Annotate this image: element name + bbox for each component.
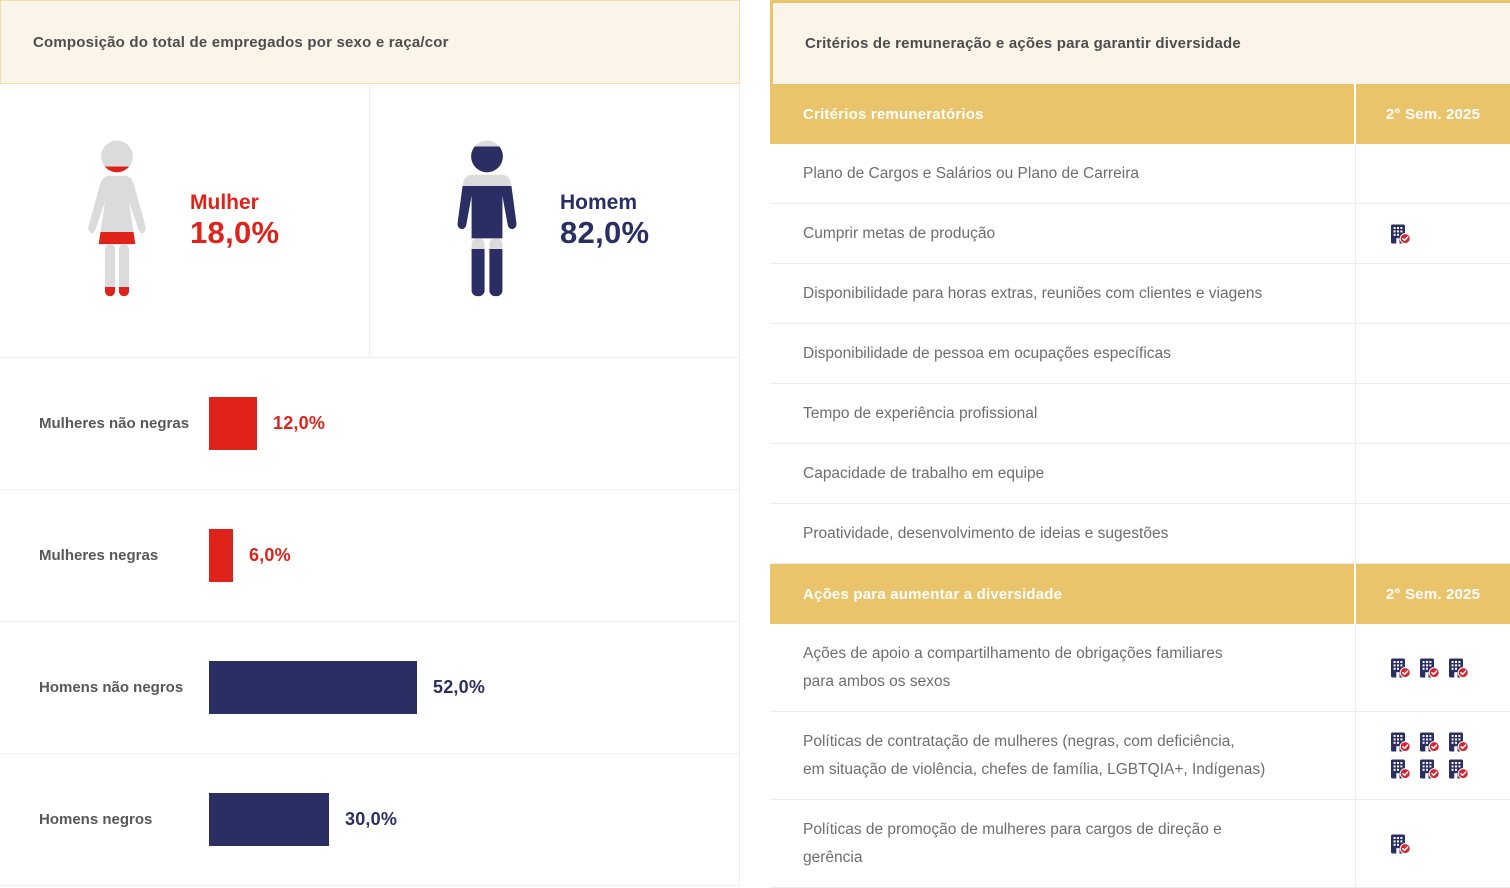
female-value: 18,0% (190, 214, 280, 250)
building-check-icon (1420, 759, 1440, 779)
row-status-cell (1356, 712, 1510, 799)
table-row: Tempo de experiência profissional (770, 384, 1510, 444)
left-panel-body: Mulher 18,0% H (0, 84, 740, 886)
female-person-icon (88, 140, 146, 296)
right-panel-title: Critérios de remuneração e ações para ga… (805, 35, 1241, 52)
building-check-icon (1391, 834, 1411, 854)
row-status-cell (1356, 324, 1510, 383)
female-stat: Mulher 18,0% (190, 191, 279, 251)
male-stat: Homem 82,0% (560, 191, 649, 251)
table-row: Disponibilidade de pessoa em ocupações e… (770, 324, 1510, 384)
row-label: Proatividade, desenvolvimento de ideias … (770, 504, 1356, 563)
employee-composition-panel: Composição do total de empregados por se… (0, 0, 740, 888)
row-status-cell (1356, 264, 1510, 323)
bar (209, 529, 233, 582)
female-label: Mulher (190, 190, 259, 214)
male-label: Homem (560, 190, 638, 214)
bar (209, 793, 329, 846)
building-check-icon (1391, 658, 1411, 678)
table-row: Proatividade, desenvolvimento de ideias … (770, 504, 1510, 564)
bar-value-label: 6,0% (249, 545, 291, 565)
section-period: 2° Sem. 2025 (1385, 585, 1481, 603)
gender-cell-male: Homem 82,0% (370, 84, 739, 357)
row-status-cell (1356, 504, 1510, 563)
race-composition-bar-chart: Mulheres não negras 12,0% Mulheres negra… (0, 358, 739, 886)
table-row: Capacidade de trabalho em equipe (770, 444, 1510, 504)
bar-row: Mulheres não negras 12,0% (0, 358, 739, 490)
bar-track: 52,0% (209, 661, 739, 714)
left-panel-title: Composição do total de empregados por se… (33, 33, 449, 51)
building-check-icon (1449, 732, 1469, 752)
bar-row: Homens não negros 52,0% (0, 622, 739, 754)
bar (209, 661, 417, 714)
table-section-header: Critérios remuneratórios 2° Sem. 2025 (770, 84, 1510, 144)
row-label: Cumprir metas de produção (770, 204, 1356, 263)
bar-category-label: Homens não negros (39, 679, 184, 696)
bar-value-label: 52,0% (433, 677, 486, 697)
row-label: Políticas de contratação de mulheres (ne… (770, 712, 1356, 799)
building-check-icon (1420, 732, 1440, 752)
criteria-table: Critérios remuneratórios 2° Sem. 2025 Pl… (770, 84, 1510, 888)
row-label: Capacidade de trabalho em equipe (770, 444, 1356, 503)
row-status-cell (1356, 204, 1510, 263)
row-status-cell (1356, 800, 1510, 887)
bar-row: Homens negros 30,0% (0, 754, 739, 886)
bar-row: Mulheres negras 6,0% (0, 490, 739, 622)
row-status-cell (1356, 144, 1510, 203)
building-check-icon (1391, 224, 1411, 244)
table-row: Cumprir metas de produção (770, 204, 1510, 264)
male-value: 82,0% (560, 214, 650, 250)
section-title: Critérios remuneratórios (770, 84, 1356, 144)
row-status-cell (1356, 384, 1510, 443)
gender-split: Mulher 18,0% H (0, 84, 739, 358)
building-check-icon (1420, 658, 1440, 678)
row-label: Plano de Cargos e Salários ou Plano de C… (770, 144, 1356, 203)
row-label: Disponibilidade de pessoa em ocupações e… (770, 324, 1356, 383)
male-person-icon (457, 140, 517, 296)
building-check-icon (1391, 759, 1411, 779)
row-label: Ações de apoio a compartilhamento de obr… (770, 624, 1356, 711)
bar-category-label: Mulheres não negras (39, 415, 190, 432)
table-row: Políticas de contratação de mulheres (ne… (770, 712, 1510, 800)
gender-cell-female: Mulher 18,0% (0, 84, 370, 357)
section-title: Ações para aumentar a diversidade (770, 564, 1356, 624)
table-row: Políticas de promoção de mulheres para c… (770, 800, 1510, 888)
bar-value-label: 30,0% (345, 809, 398, 829)
row-status-cell (1356, 444, 1510, 503)
row-label: Disponibilidade para horas extras, reuni… (770, 264, 1356, 323)
table-row: Plano de Cargos e Salários ou Plano de C… (770, 144, 1510, 204)
bar-track: 6,0% (209, 529, 739, 582)
remuneration-criteria-panel: Critérios de remuneração e ações para ga… (770, 0, 1510, 888)
bar-track: 30,0% (209, 793, 739, 846)
row-label: Políticas de promoção de mulheres para c… (770, 800, 1356, 887)
table-row: Ações de apoio a compartilhamento de obr… (770, 624, 1510, 712)
left-panel-header: Composição do total de empregados por se… (0, 0, 740, 84)
bar-track: 12,0% (209, 397, 739, 450)
building-check-icon (1449, 759, 1469, 779)
section-period: 2° Sem. 2025 (1385, 105, 1481, 123)
right-panel-header: Critérios de remuneração e ações para ga… (770, 0, 1510, 84)
row-label: Tempo de experiência profissional (770, 384, 1356, 443)
bar-category-label: Homens negros (39, 811, 153, 828)
table-row: Disponibilidade para horas extras, reuni… (770, 264, 1510, 324)
bar-value-label: 12,0% (273, 413, 326, 433)
bar-category-label: Mulheres negras (39, 547, 159, 564)
building-check-icon (1391, 732, 1411, 752)
table-section-header: Ações para aumentar a diversidade 2° Sem… (770, 564, 1510, 624)
building-check-icon (1449, 658, 1469, 678)
row-status-cell (1356, 624, 1510, 711)
bar (209, 397, 257, 450)
